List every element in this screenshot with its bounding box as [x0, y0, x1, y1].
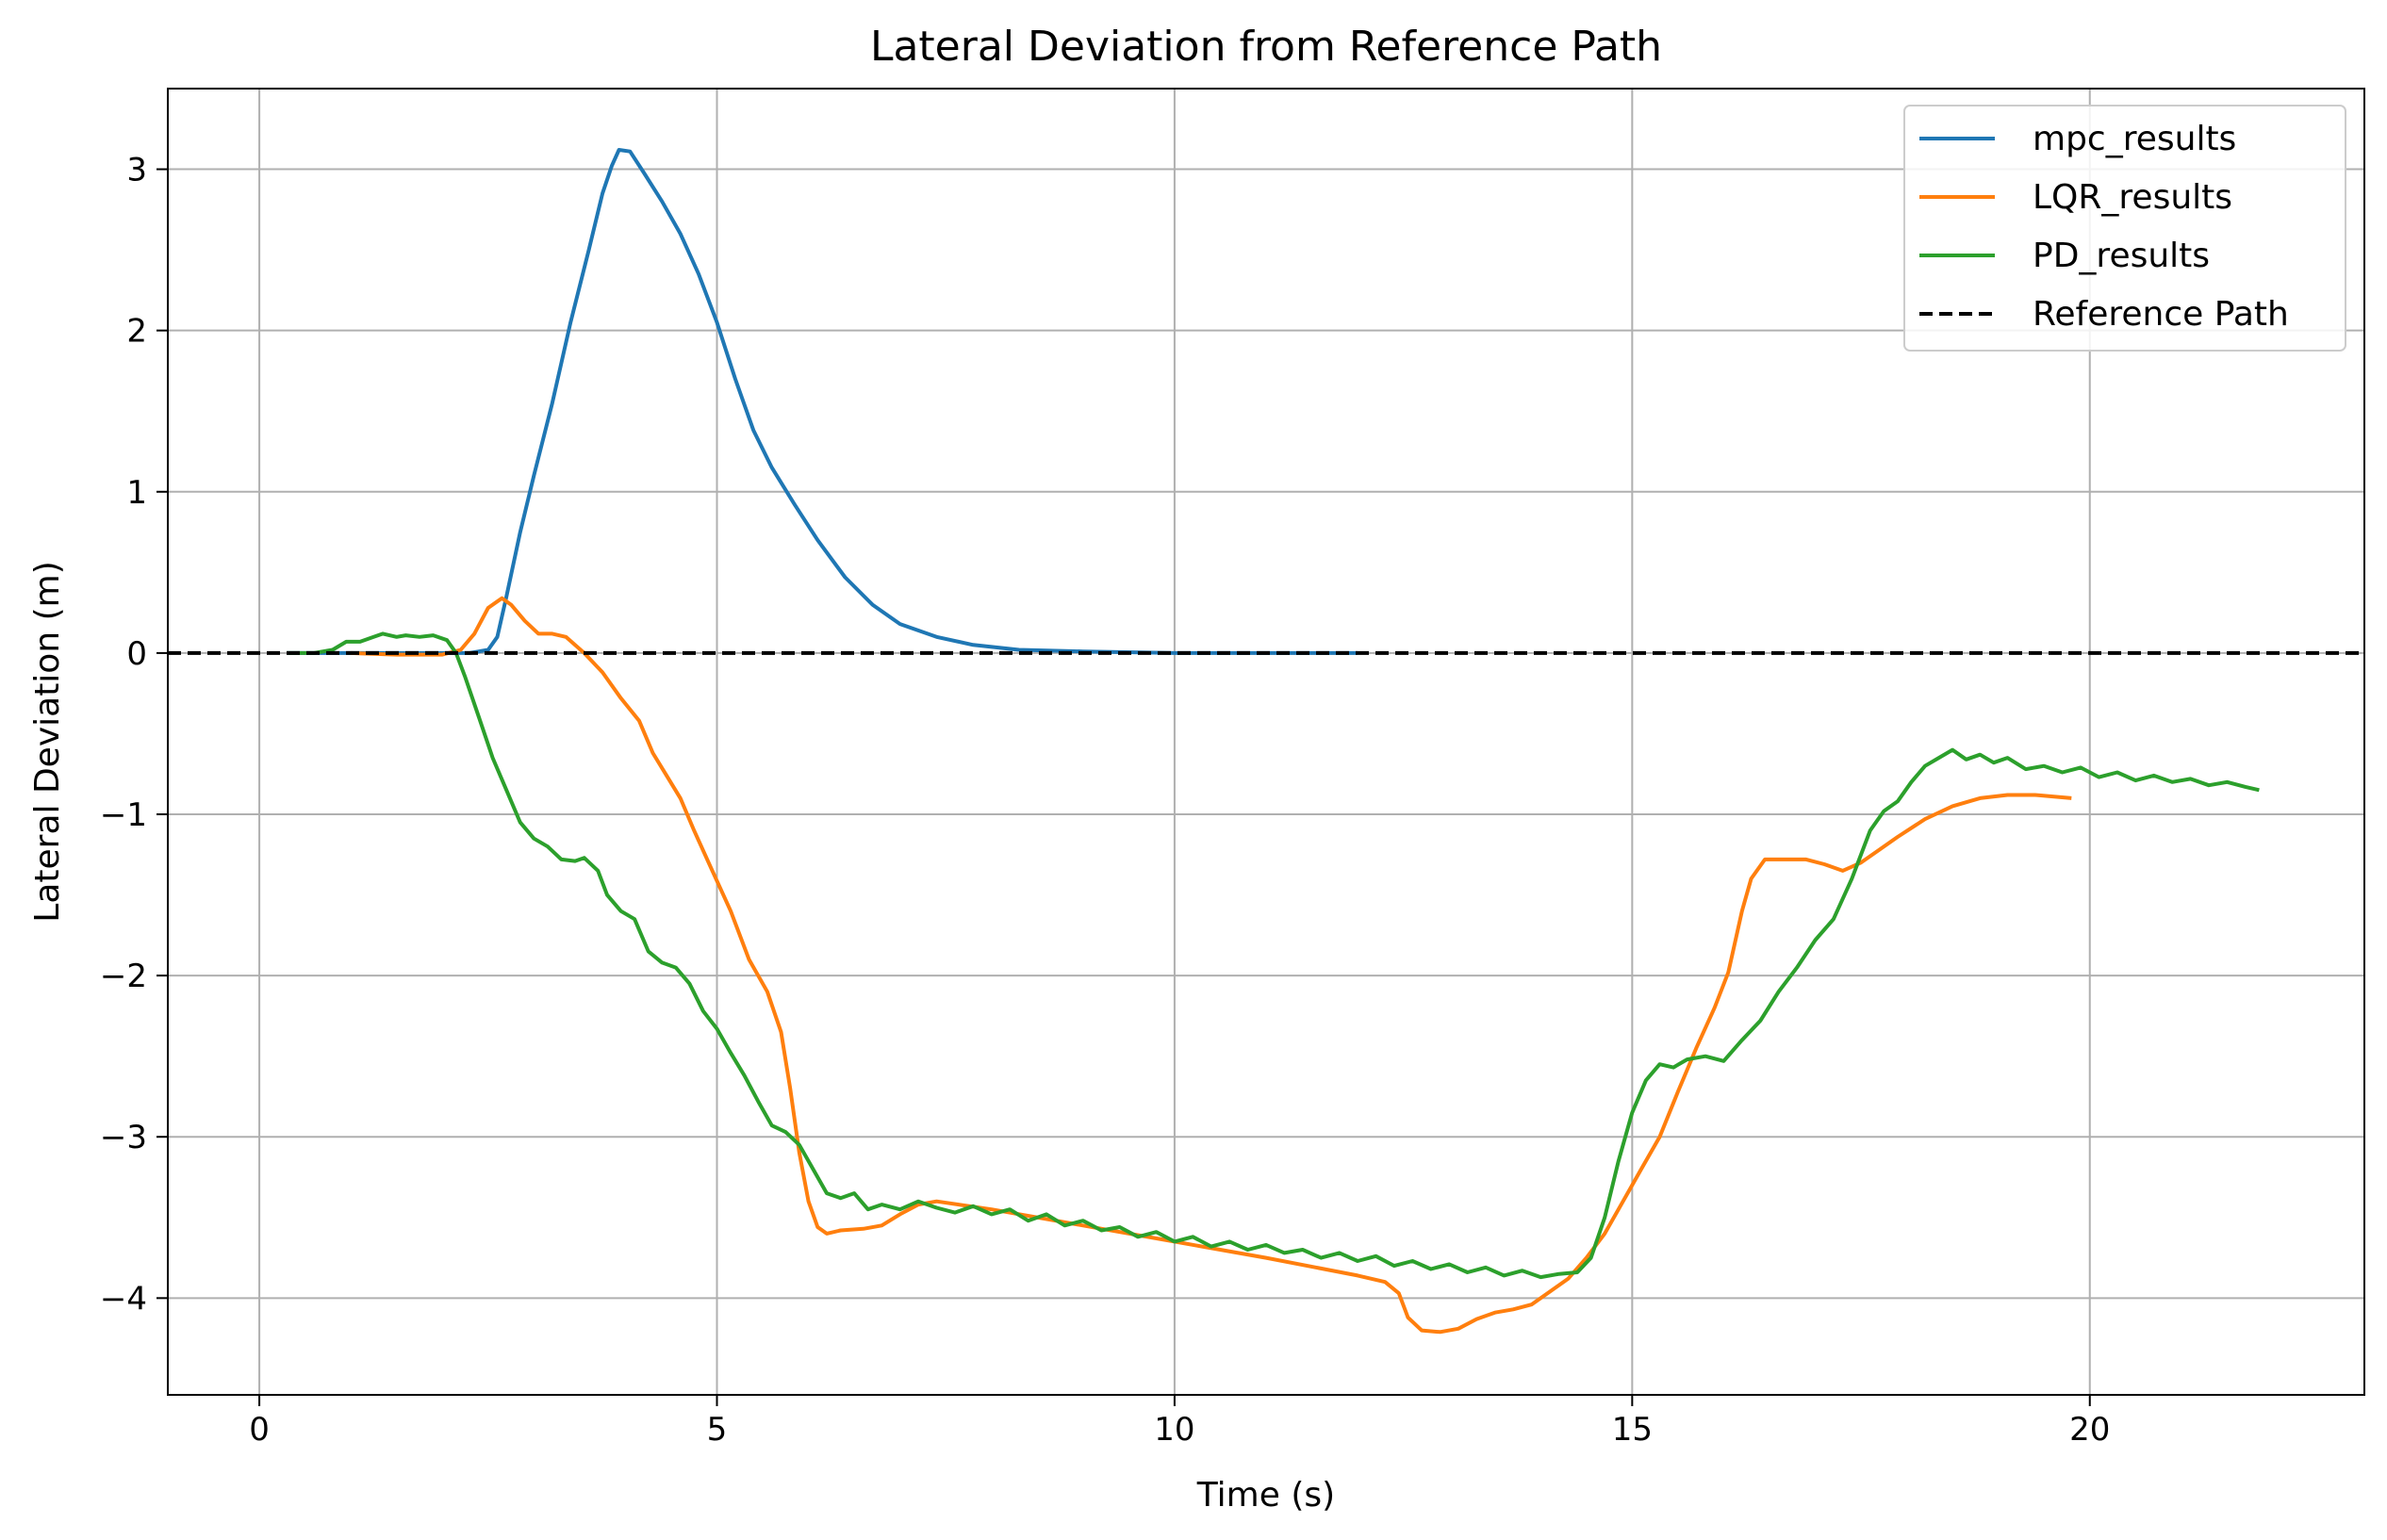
y-tick-label: −2 — [100, 958, 147, 995]
series-line-mpc-results — [287, 148, 1358, 655]
legend-label: PD_results — [2033, 237, 2210, 275]
legend-box — [1903, 105, 2346, 352]
legend-label: LQR_results — [2033, 178, 2232, 217]
series-layer — [168, 148, 2364, 1335]
series-line-lqr-results — [351, 596, 2072, 1335]
y-tick-label: 2 — [126, 313, 147, 351]
series-line-pd-results — [287, 631, 2260, 1280]
x-tick-label: 20 — [2069, 1411, 2110, 1449]
legend: mpc_results LQR_results PD_results Referenc… — [1903, 105, 2346, 352]
legend-label: mpc_results — [2033, 120, 2236, 158]
x-axis-label: Time (s) — [1196, 1476, 1335, 1515]
y-tick-label: 0 — [126, 635, 147, 673]
y-axis-label: Lateral Deviation (m) — [28, 561, 67, 922]
legend-label: Reference Path — [2033, 295, 2289, 334]
chart-title: Lateral Deviation from Reference Path — [870, 23, 1662, 71]
y-tick-label: −4 — [100, 1280, 147, 1318]
x-tick-label: 5 — [707, 1411, 728, 1449]
x-tick-label: 0 — [249, 1411, 270, 1449]
x-tick-label: 10 — [1154, 1411, 1194, 1449]
y-tick-label: −1 — [100, 796, 147, 834]
plot-frame — [167, 88, 2365, 1396]
y-tick-label: 3 — [126, 152, 147, 189]
y-tick-label: 1 — [126, 474, 147, 512]
x-tick-label: 15 — [1612, 1411, 1653, 1449]
y-tick-label: −3 — [100, 1119, 147, 1156]
